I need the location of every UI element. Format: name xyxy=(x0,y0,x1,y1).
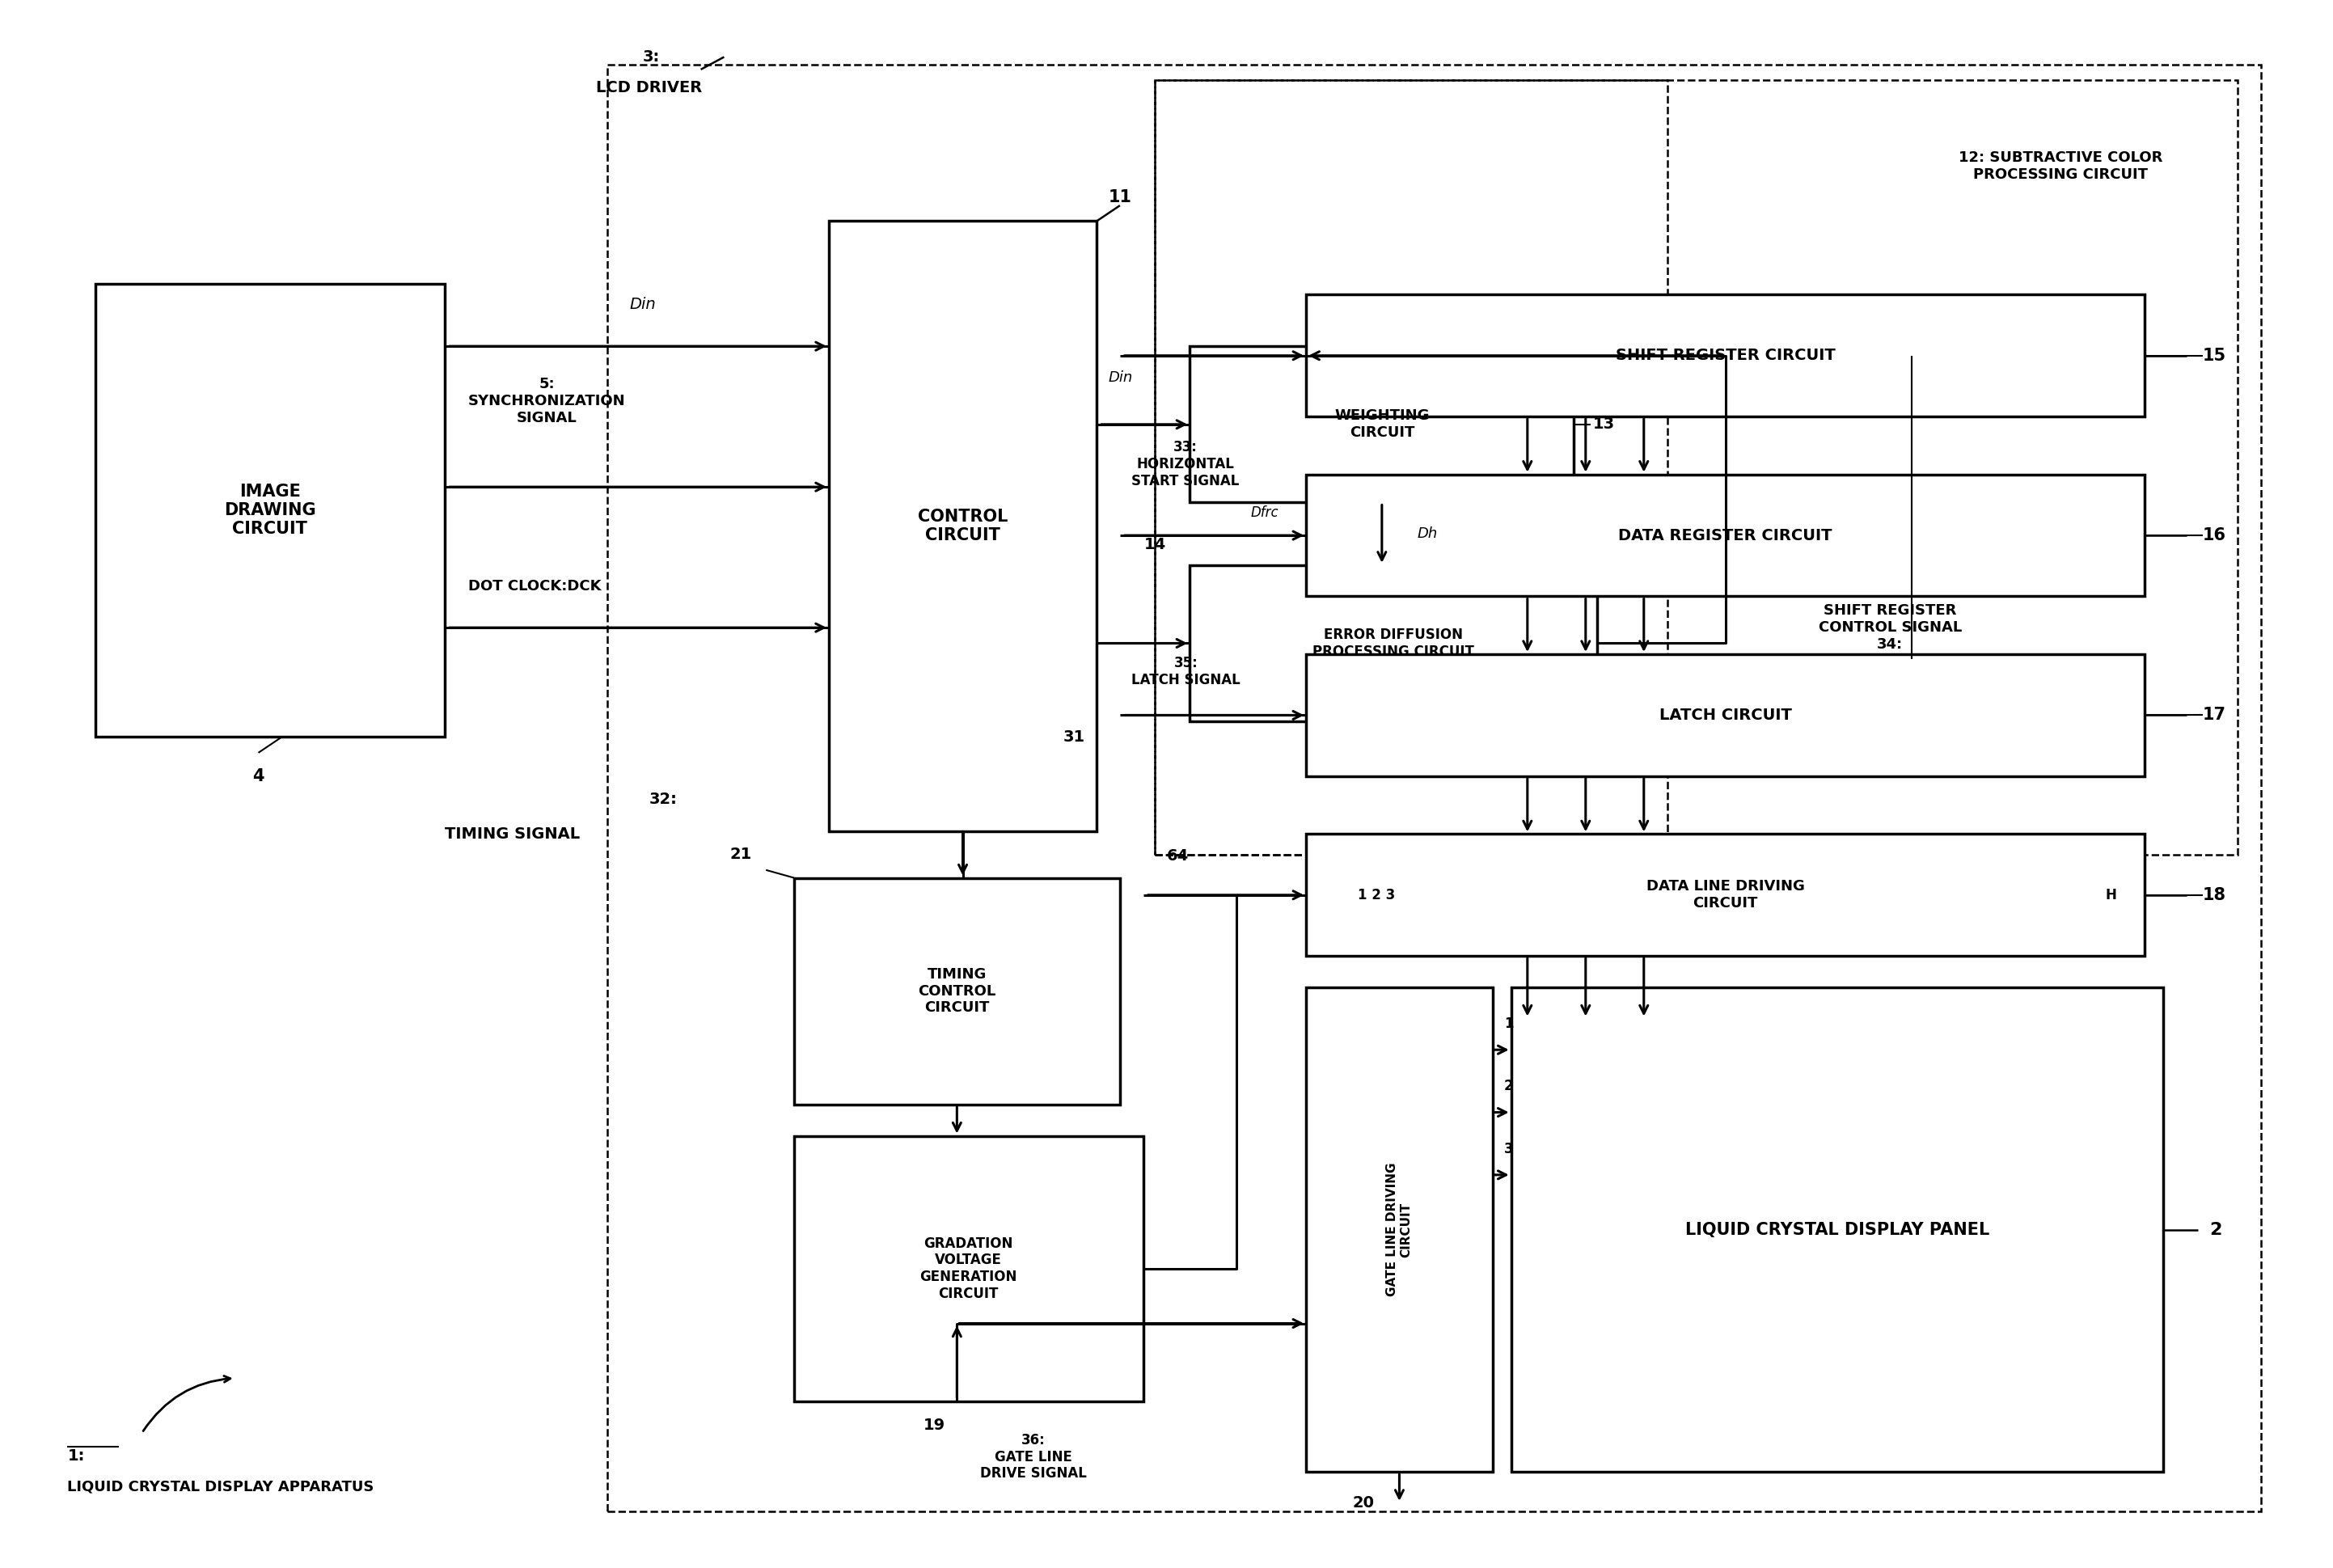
FancyBboxPatch shape xyxy=(793,878,1120,1104)
Text: CONTROL
CIRCUIT: CONTROL CIRCUIT xyxy=(917,508,1008,544)
Text: GATE LINE DRIVING
CIRCUIT: GATE LINE DRIVING CIRCUIT xyxy=(1386,1163,1411,1297)
Text: WEIGHTING
CIRCUIT: WEIGHTING CIRCUIT xyxy=(1334,409,1430,441)
FancyBboxPatch shape xyxy=(1190,347,1575,503)
Text: 31: 31 xyxy=(1064,729,1085,745)
Text: Dfrc: Dfrc xyxy=(1250,505,1278,519)
FancyBboxPatch shape xyxy=(1306,988,1493,1472)
Text: 11: 11 xyxy=(1108,190,1132,205)
Text: 1 2 3: 1 2 3 xyxy=(1358,887,1395,902)
Text: Din: Din xyxy=(630,296,656,312)
Text: 4: 4 xyxy=(252,768,264,784)
FancyBboxPatch shape xyxy=(1306,834,2144,956)
Text: IMAGE
DRAWING
CIRCUIT: IMAGE DRAWING CIRCUIT xyxy=(224,483,315,538)
Text: 1:: 1: xyxy=(68,1449,84,1465)
FancyBboxPatch shape xyxy=(96,284,446,737)
Text: 18: 18 xyxy=(2202,887,2226,903)
Text: 12: SUBTRACTIVE COLOR
PROCESSING CIRCUIT: 12: SUBTRACTIVE COLOR PROCESSING CIRCUIT xyxy=(1957,151,2163,182)
FancyBboxPatch shape xyxy=(828,221,1097,831)
Text: ERROR DIFFUSION
PROCESSING CIRCUIT: ERROR DIFFUSION PROCESSING CIRCUIT xyxy=(1313,627,1474,659)
Text: 14: 14 xyxy=(1146,538,1166,552)
Text: 21: 21 xyxy=(730,847,751,862)
Text: Din: Din xyxy=(1108,370,1134,386)
Text: 35:
LATCH SIGNAL: 35: LATCH SIGNAL xyxy=(1132,655,1241,687)
FancyBboxPatch shape xyxy=(1306,654,2144,776)
Text: GRADATION
VOLTAGE
GENERATION
CIRCUIT: GRADATION VOLTAGE GENERATION CIRCUIT xyxy=(919,1236,1017,1301)
FancyBboxPatch shape xyxy=(1512,988,2163,1472)
FancyBboxPatch shape xyxy=(793,1135,1143,1402)
Text: 64: 64 xyxy=(1166,848,1187,864)
Text: DATA REGISTER CIRCUIT: DATA REGISTER CIRCUIT xyxy=(1619,528,1831,543)
Text: TIMING SIGNAL: TIMING SIGNAL xyxy=(446,826,581,842)
Text: SHIFT REGISTER
CONTROL SIGNAL
34:: SHIFT REGISTER CONTROL SIGNAL 34: xyxy=(1817,604,1962,652)
Text: 3: 3 xyxy=(1505,1142,1514,1156)
Text: 32:: 32: xyxy=(649,792,677,808)
Text: SHIFT REGISTER CIRCUIT: SHIFT REGISTER CIRCUIT xyxy=(1614,348,1836,364)
Text: DOT CLOCK:DCK: DOT CLOCK:DCK xyxy=(469,579,602,593)
FancyBboxPatch shape xyxy=(1306,295,2144,417)
Text: 17: 17 xyxy=(2202,707,2226,723)
Text: 2: 2 xyxy=(2209,1221,2221,1237)
Text: 1: 1 xyxy=(1505,1016,1514,1032)
Text: LATCH CIRCUIT: LATCH CIRCUIT xyxy=(1659,707,1792,723)
Text: DATA LINE DRIVING
CIRCUIT: DATA LINE DRIVING CIRCUIT xyxy=(1647,880,1803,911)
Text: 15: 15 xyxy=(2202,348,2226,364)
FancyBboxPatch shape xyxy=(1190,564,1598,721)
Text: LIQUID CRYSTAL DISPLAY APPARATUS: LIQUID CRYSTAL DISPLAY APPARATUS xyxy=(68,1480,373,1494)
Text: LCD DRIVER: LCD DRIVER xyxy=(595,80,702,96)
Text: Dh: Dh xyxy=(1416,527,1437,541)
Text: 13: 13 xyxy=(1593,417,1614,433)
Text: 3:: 3: xyxy=(642,49,660,64)
Text: 5:
SYNCHRONIZATION
SIGNAL: 5: SYNCHRONIZATION SIGNAL xyxy=(469,376,625,425)
Text: H: H xyxy=(2104,887,2116,902)
Text: LIQUID CRYSTAL DISPLAY PANEL: LIQUID CRYSTAL DISPLAY PANEL xyxy=(1684,1221,1990,1237)
FancyBboxPatch shape xyxy=(1306,475,2144,596)
Text: 2: 2 xyxy=(1505,1079,1514,1093)
Text: 16: 16 xyxy=(2202,527,2226,544)
Text: 20: 20 xyxy=(1353,1496,1374,1510)
Text: 19: 19 xyxy=(924,1417,945,1433)
Text: 36:
GATE LINE
DRIVE SIGNAL: 36: GATE LINE DRIVE SIGNAL xyxy=(980,1433,1087,1482)
Text: 33:
HORIZONTAL
START SIGNAL: 33: HORIZONTAL START SIGNAL xyxy=(1132,441,1239,489)
Text: TIMING
CONTROL
CIRCUIT: TIMING CONTROL CIRCUIT xyxy=(917,967,996,1014)
